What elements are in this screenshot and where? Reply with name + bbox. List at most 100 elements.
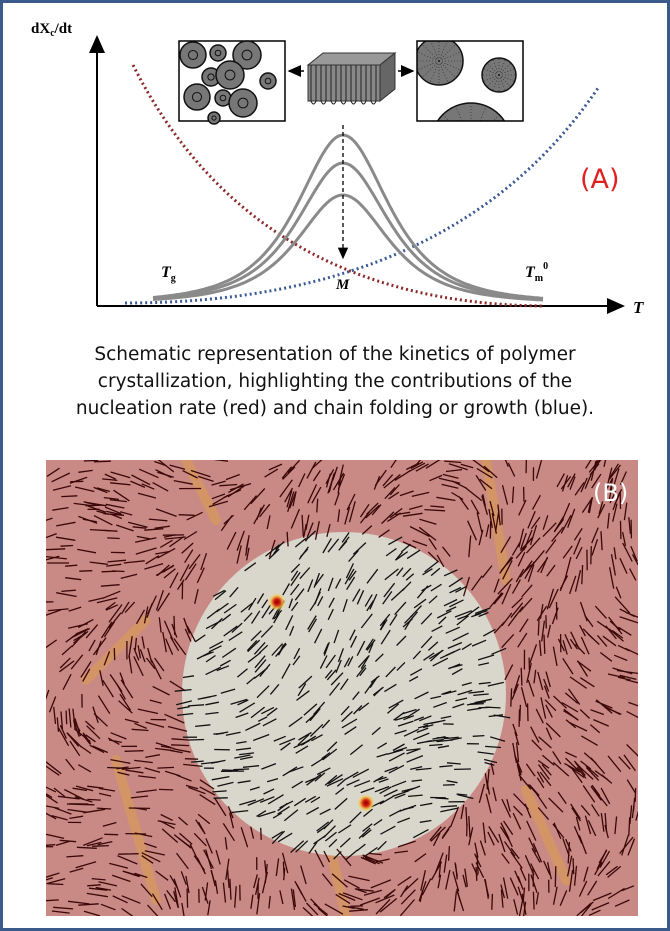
rod xyxy=(545,539,557,554)
rod xyxy=(256,507,262,520)
rod xyxy=(120,511,133,516)
rod xyxy=(628,817,631,836)
rod xyxy=(197,475,214,483)
rod xyxy=(272,812,283,819)
rod xyxy=(610,554,617,576)
rod xyxy=(371,726,381,736)
rod xyxy=(103,496,119,501)
rod xyxy=(138,468,159,479)
rod xyxy=(584,472,593,490)
rod xyxy=(158,788,174,791)
rod xyxy=(176,700,192,706)
rod xyxy=(482,822,487,844)
rod xyxy=(245,538,250,556)
rod xyxy=(335,893,351,905)
rod xyxy=(478,529,484,546)
rod xyxy=(234,886,237,908)
figure-caption: Schematic representation of the kinetics… xyxy=(3,341,667,422)
rod xyxy=(609,478,614,494)
rod xyxy=(261,871,269,894)
rod xyxy=(512,812,522,830)
rod xyxy=(196,567,205,584)
caption-line: Schematic representation of the kinetics… xyxy=(94,344,576,365)
panel-b-label: (B) xyxy=(593,479,629,507)
rod xyxy=(208,500,229,508)
rod xyxy=(247,639,261,653)
rod xyxy=(331,873,348,888)
rod xyxy=(583,752,597,764)
rod xyxy=(397,875,412,887)
rod xyxy=(541,764,552,776)
rod xyxy=(236,668,248,678)
rod xyxy=(457,615,468,621)
rod xyxy=(236,545,242,564)
rod xyxy=(626,744,638,757)
spherulite xyxy=(215,60,245,90)
rod xyxy=(152,482,169,492)
rod xyxy=(429,826,442,841)
rod xyxy=(512,805,523,816)
rod xyxy=(513,899,519,915)
rod xyxy=(304,795,317,803)
rod xyxy=(438,860,442,878)
rod xyxy=(108,739,122,744)
rod xyxy=(271,643,284,656)
rod xyxy=(98,787,116,792)
rod xyxy=(297,683,307,697)
rod xyxy=(159,539,173,549)
rod xyxy=(98,792,112,797)
rod xyxy=(252,733,270,742)
rod xyxy=(559,575,569,590)
rod xyxy=(353,705,363,715)
rod xyxy=(595,700,613,709)
rod xyxy=(625,678,638,684)
rod xyxy=(266,515,271,530)
rod xyxy=(155,550,170,555)
rod xyxy=(360,787,375,794)
rod xyxy=(562,545,573,559)
rod xyxy=(93,460,111,463)
rod xyxy=(512,674,521,694)
rod xyxy=(608,628,624,642)
rod xyxy=(307,615,317,630)
rod xyxy=(188,554,201,570)
rod xyxy=(161,828,179,843)
rod xyxy=(52,485,72,491)
rod xyxy=(599,850,611,868)
rod xyxy=(580,477,588,493)
rod xyxy=(557,791,567,804)
rod xyxy=(271,831,284,839)
rod xyxy=(573,865,578,886)
rod xyxy=(445,626,461,634)
rod xyxy=(591,473,602,489)
rod xyxy=(460,463,474,469)
rod xyxy=(494,510,500,532)
rod xyxy=(500,884,506,899)
rod xyxy=(117,855,138,865)
rod xyxy=(219,659,231,667)
rod xyxy=(359,667,367,677)
rod xyxy=(519,597,533,613)
rod xyxy=(543,634,546,654)
rod xyxy=(402,512,423,517)
rod xyxy=(579,677,595,688)
rod xyxy=(352,588,361,602)
rod xyxy=(383,789,398,797)
rod xyxy=(500,822,510,839)
rod xyxy=(420,635,433,649)
rod xyxy=(316,821,330,832)
rod xyxy=(565,719,577,729)
rod xyxy=(157,460,175,473)
rod xyxy=(57,727,70,747)
rod xyxy=(456,793,468,796)
rod xyxy=(443,598,458,607)
rod xyxy=(185,784,199,790)
rod xyxy=(396,661,406,671)
rod xyxy=(587,820,597,837)
rod xyxy=(626,779,636,794)
rod xyxy=(121,895,141,904)
spherulite xyxy=(232,40,262,70)
rod xyxy=(531,847,541,863)
rod xyxy=(67,900,90,905)
